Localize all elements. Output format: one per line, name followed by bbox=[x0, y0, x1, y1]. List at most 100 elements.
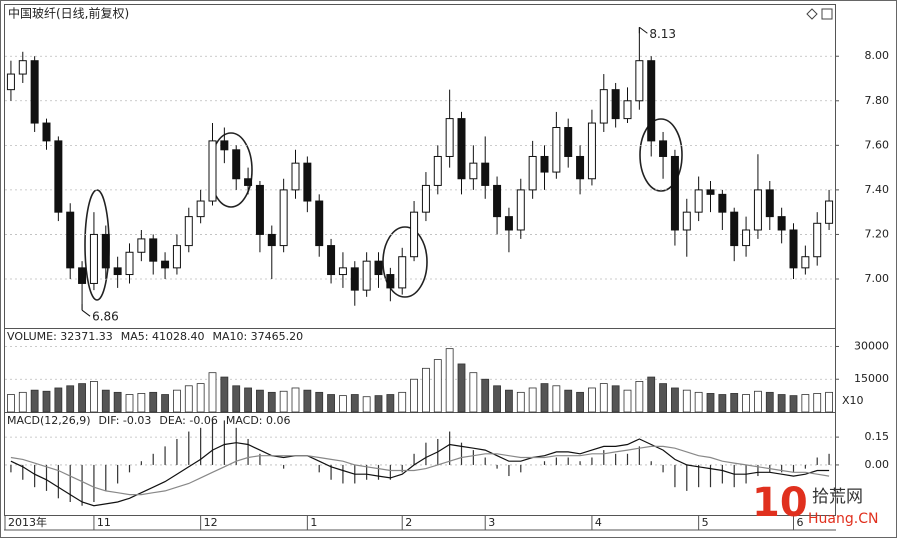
candle-body bbox=[125, 251, 134, 276]
candle-body bbox=[54, 140, 63, 213]
volume-bar bbox=[528, 387, 537, 413]
candle-body bbox=[362, 260, 371, 291]
candle-body bbox=[374, 260, 383, 276]
candle-body bbox=[89, 233, 98, 284]
volume-header: MA5: 41028.40 bbox=[121, 330, 205, 343]
volume-bar bbox=[754, 390, 762, 413]
candle-body bbox=[528, 155, 537, 191]
candle-body bbox=[623, 100, 632, 120]
macd-header: MACD: 0.06 bbox=[226, 414, 291, 427]
candle-body bbox=[753, 189, 762, 231]
volume-bar bbox=[137, 393, 146, 413]
candle-body bbox=[564, 127, 573, 157]
volume-bar bbox=[267, 391, 276, 413]
x-tick-label: 6 bbox=[797, 516, 804, 529]
volume-bar bbox=[730, 393, 739, 413]
volume-bar bbox=[256, 389, 264, 413]
volume-bar bbox=[765, 391, 774, 413]
candle-body bbox=[291, 162, 300, 191]
volume-bar bbox=[232, 385, 241, 413]
candle-body bbox=[386, 274, 395, 289]
dif-line bbox=[10, 438, 830, 507]
candle-body bbox=[78, 267, 87, 284]
candle-body bbox=[670, 155, 679, 231]
candle-body bbox=[66, 211, 75, 269]
candle-body bbox=[481, 162, 490, 186]
volume-bar bbox=[66, 385, 75, 413]
volume-bar bbox=[540, 383, 549, 413]
candle-body bbox=[777, 216, 786, 231]
y-tick-label: 30000 bbox=[854, 339, 889, 352]
volume-bar bbox=[244, 387, 252, 413]
volume-bar bbox=[516, 391, 525, 413]
volume-bar bbox=[789, 395, 798, 413]
candle-body bbox=[706, 189, 715, 195]
volume-bar bbox=[694, 391, 703, 413]
volume-bar bbox=[386, 394, 395, 413]
watermark-number: 10 bbox=[752, 480, 808, 526]
candle-body bbox=[552, 127, 561, 173]
candle-body bbox=[303, 162, 312, 202]
candle-body bbox=[540, 155, 549, 173]
x-tick-label: 1 bbox=[310, 516, 317, 529]
candle-body bbox=[255, 184, 264, 235]
candle-body bbox=[493, 184, 502, 218]
macd-panel bbox=[4, 412, 836, 516]
volume-bar bbox=[718, 394, 727, 413]
candle-body bbox=[457, 118, 466, 180]
volume-bar bbox=[706, 393, 715, 413]
volume-bar bbox=[196, 383, 205, 413]
watermark-domain: Huang.CN bbox=[808, 511, 878, 527]
volume-bar bbox=[113, 391, 122, 413]
candle-body bbox=[161, 260, 170, 269]
volume-bar bbox=[825, 391, 833, 413]
volume-bar bbox=[505, 389, 513, 413]
y-tick-label: 7.20 bbox=[865, 227, 890, 240]
x-tick-label: 2 bbox=[405, 516, 412, 529]
annotation-label: 8.13 bbox=[649, 27, 676, 41]
candle-body bbox=[599, 89, 608, 124]
candle-body bbox=[6, 73, 15, 91]
volume-bar bbox=[125, 394, 134, 413]
candle-body bbox=[576, 155, 585, 180]
candle-body bbox=[410, 211, 419, 258]
candle-body bbox=[137, 238, 146, 253]
volume-bar bbox=[682, 389, 691, 413]
x-tick-label: 3 bbox=[488, 516, 495, 529]
volume-bar bbox=[7, 394, 15, 413]
candle-body bbox=[208, 140, 217, 202]
candle-body bbox=[469, 162, 478, 180]
candle-body bbox=[742, 229, 751, 247]
volume-bar bbox=[635, 381, 644, 413]
volume-bar bbox=[777, 394, 786, 413]
icon bbox=[821, 8, 833, 20]
candle-body bbox=[504, 216, 513, 231]
annotation-leader bbox=[638, 26, 648, 34]
candle-body bbox=[244, 178, 253, 186]
macd-header: DIF: -0.03 bbox=[99, 414, 152, 427]
volume-bar bbox=[469, 372, 478, 413]
volume-bar bbox=[422, 367, 430, 413]
watermark-site: 拾荒网 bbox=[812, 487, 863, 507]
volume-bar bbox=[374, 395, 383, 413]
volume-bar bbox=[410, 378, 418, 413]
y-tick-label: 7.40 bbox=[865, 183, 890, 196]
candle-body bbox=[398, 256, 407, 289]
candle-body bbox=[315, 200, 324, 247]
volume-bar bbox=[398, 391, 407, 413]
volume-bar bbox=[623, 389, 632, 413]
x-tick-label: 12 bbox=[204, 516, 218, 529]
volume-bar bbox=[493, 385, 501, 413]
macd-header: MACD(12,26,9) bbox=[7, 414, 91, 427]
title-icons bbox=[806, 8, 833, 20]
candle-body bbox=[113, 267, 122, 276]
volume-bar bbox=[18, 391, 27, 413]
volume-bar bbox=[647, 376, 656, 413]
volume-bar bbox=[445, 348, 454, 413]
volume-bar bbox=[291, 387, 300, 413]
y-tick-label: 7.60 bbox=[865, 138, 890, 151]
candle-body bbox=[682, 211, 691, 231]
candle-body bbox=[184, 216, 193, 247]
candle-body bbox=[421, 184, 430, 213]
